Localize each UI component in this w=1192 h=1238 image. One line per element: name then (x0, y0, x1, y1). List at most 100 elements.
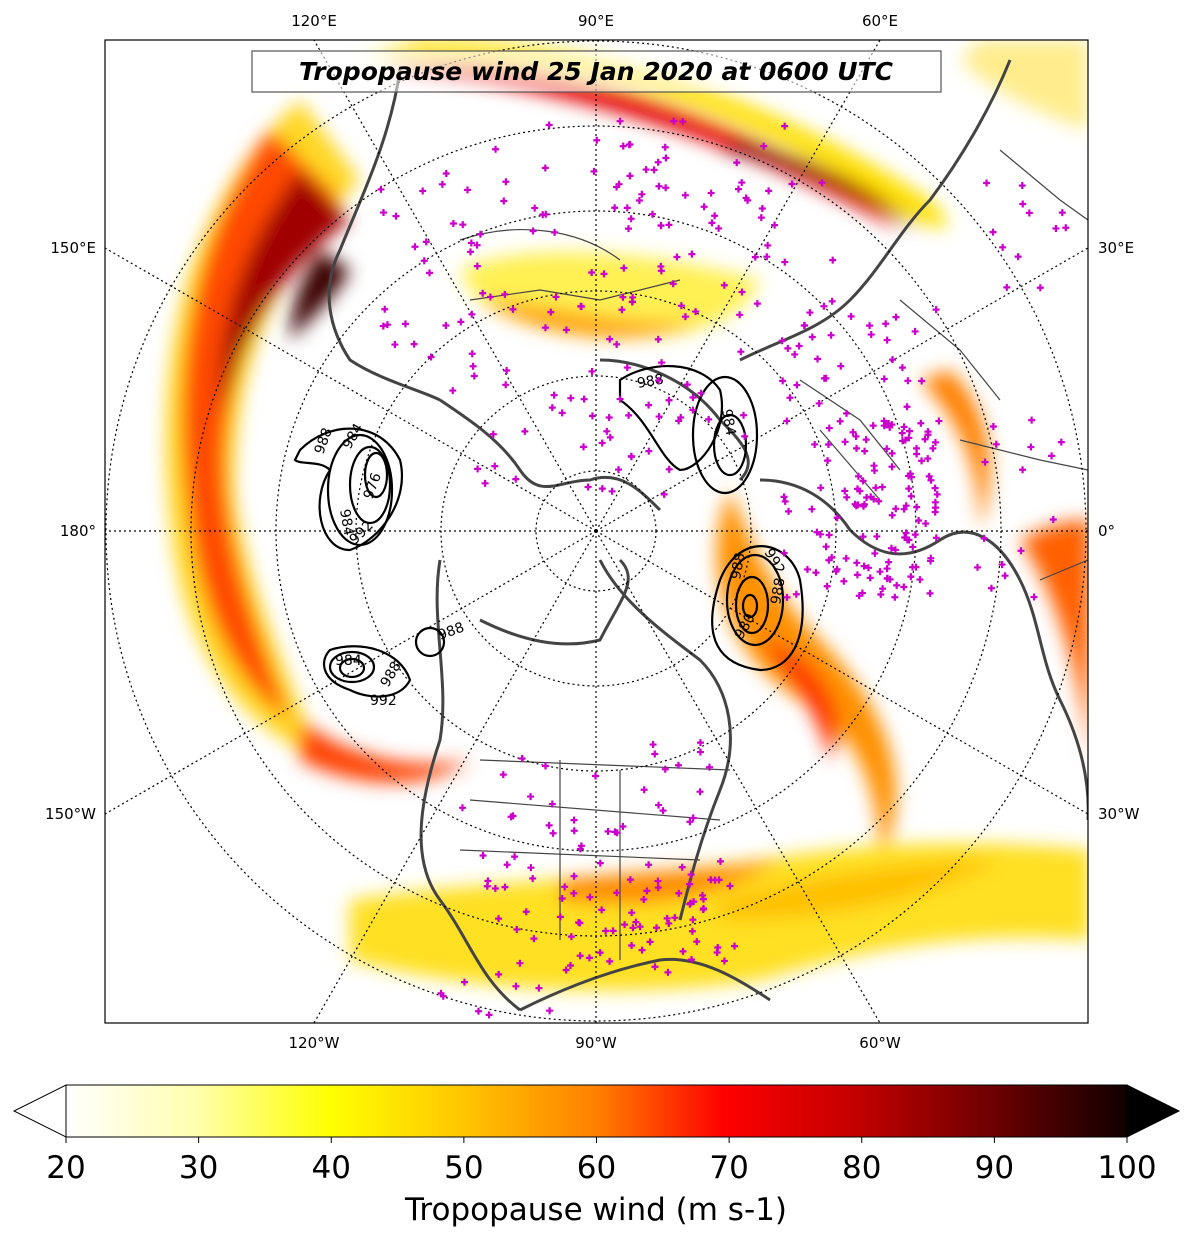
observation-marker (867, 331, 875, 339)
observation-marker (654, 158, 662, 166)
observation-marker (697, 389, 705, 397)
observation-marker (665, 221, 673, 229)
observation-marker (686, 880, 694, 888)
observation-marker (909, 563, 917, 571)
observation-marker (707, 189, 715, 197)
lon-label-bottom-90W: 90°W (575, 1034, 617, 1052)
observation-marker (513, 925, 521, 933)
observation-marker (588, 268, 596, 276)
observation-marker (476, 230, 484, 238)
observation-marker (654, 884, 662, 892)
observation-marker (924, 431, 932, 439)
colorbar-min-extension (12, 1084, 67, 1138)
observation-marker (841, 487, 849, 495)
lon-label-right-30E: 30°E (1098, 239, 1134, 257)
observation-marker (866, 322, 874, 330)
observation-marker (689, 406, 697, 414)
observation-marker (859, 533, 867, 541)
observation-marker (853, 571, 861, 579)
observation-marker (546, 1007, 554, 1015)
observation-marker (655, 801, 663, 809)
observation-marker (907, 573, 915, 581)
observation-marker (552, 293, 560, 301)
observation-marker (1027, 443, 1035, 451)
observation-marker (883, 565, 891, 573)
observation-marker (814, 355, 822, 363)
observation-marker (541, 164, 549, 172)
observation-marker (635, 197, 643, 205)
observation-marker (833, 565, 841, 573)
observation-marker (880, 417, 888, 425)
observation-marker (665, 465, 673, 473)
observation-marker (665, 396, 673, 404)
observation-marker (757, 214, 765, 222)
observation-marker (619, 822, 627, 830)
observation-marker (567, 394, 575, 402)
observation-marker (463, 186, 471, 194)
observation-marker (686, 900, 694, 908)
observation-marker (449, 219, 457, 227)
observation-marker (539, 211, 547, 219)
observation-marker (442, 322, 450, 330)
observation-marker (933, 490, 941, 498)
observation-marker (437, 989, 445, 997)
observation-marker (624, 225, 632, 233)
observation-marker (654, 877, 662, 885)
observation-marker (892, 505, 900, 513)
observation-marker (502, 381, 510, 389)
observation-marker (460, 978, 468, 986)
observation-marker (664, 968, 672, 976)
observation-marker (521, 427, 529, 435)
observation-marker (675, 889, 683, 897)
observation-marker (781, 122, 789, 130)
observation-marker (1057, 438, 1065, 446)
observation-marker (825, 424, 833, 432)
observation-marker (900, 583, 908, 591)
observation-marker (905, 427, 913, 435)
lon-label-left-150E: 150°E (50, 239, 96, 257)
observation-marker (715, 224, 723, 232)
observation-marker (751, 253, 759, 261)
observation-marker (1049, 515, 1057, 523)
contour-label: 992 (370, 693, 397, 709)
observation-marker (484, 877, 492, 885)
observation-marker (623, 364, 631, 372)
observation-marker (627, 453, 635, 461)
observation-marker (541, 324, 549, 332)
observation-marker (621, 921, 629, 929)
observation-marker (853, 559, 861, 567)
observation-marker (900, 423, 908, 431)
observation-marker (576, 952, 584, 960)
observation-marker (479, 289, 487, 297)
observation-marker (616, 117, 624, 125)
observation-marker (643, 887, 651, 895)
observation-marker (744, 196, 752, 204)
observation-marker (932, 534, 940, 542)
observation-marker (989, 422, 997, 430)
observation-marker (726, 882, 734, 890)
observation-marker (851, 500, 859, 508)
observation-marker (426, 269, 434, 277)
observation-marker (616, 395, 624, 403)
observation-marker (438, 180, 446, 188)
observation-marker (811, 440, 819, 448)
observation-marker (527, 864, 535, 872)
observation-marker (808, 333, 816, 341)
observation-marker (489, 430, 497, 438)
observation-marker (470, 372, 478, 380)
observation-marker (562, 966, 570, 974)
observation-marker (570, 827, 578, 835)
observation-marker (901, 533, 909, 541)
observation-marker (411, 243, 419, 251)
observation-marker (645, 447, 653, 455)
observation-marker (516, 959, 524, 967)
observation-marker (925, 472, 933, 480)
observation-marker (783, 593, 791, 601)
observation-marker (806, 309, 814, 317)
observation-marker (401, 320, 409, 328)
observation-marker (921, 435, 929, 443)
observation-marker (740, 411, 748, 419)
observation-marker (983, 179, 991, 187)
observation-marker (842, 554, 850, 562)
observation-marker (628, 909, 636, 917)
